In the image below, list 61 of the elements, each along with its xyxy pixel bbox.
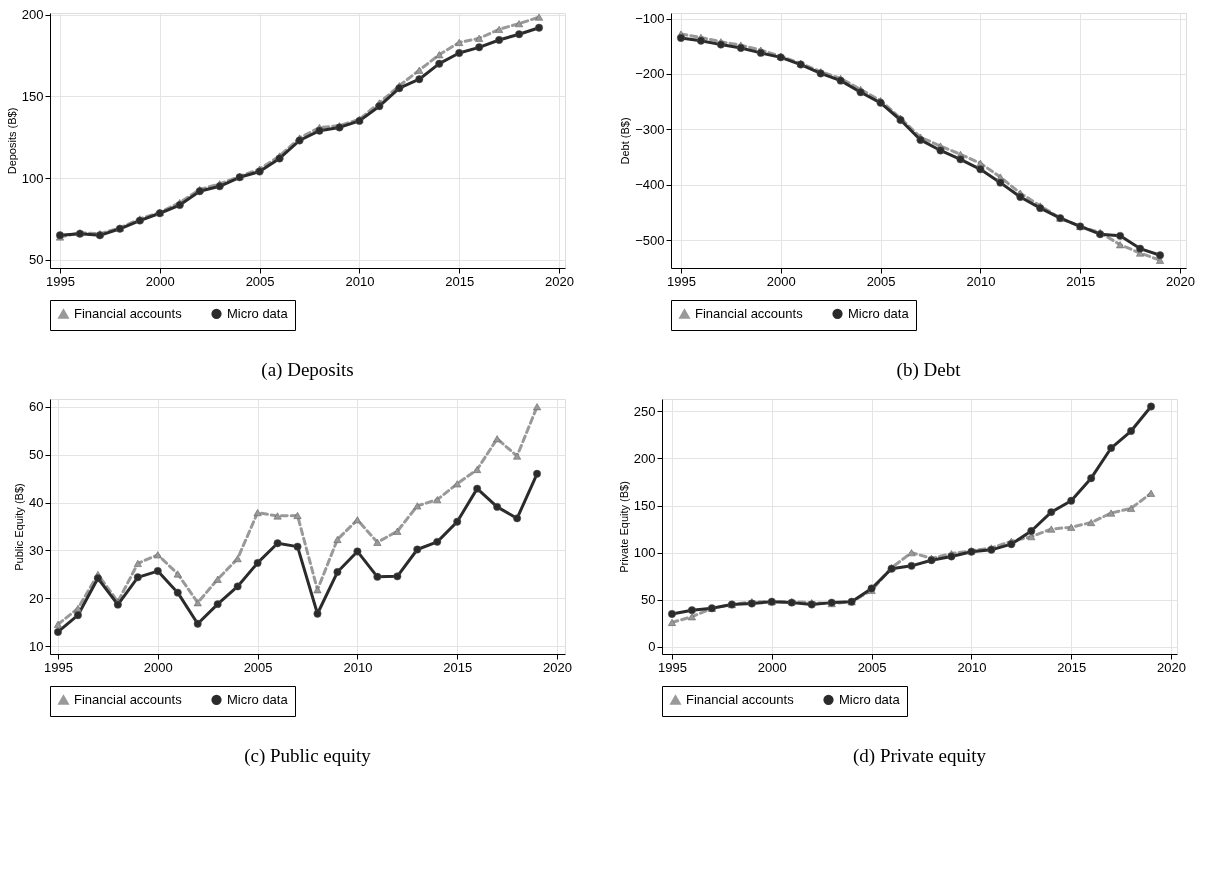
y-tick-label: 60 [29,399,44,415]
x-tick-label: 2020 [1166,273,1195,289]
legend-label: Financial accounts [74,692,183,708]
x-tick-label: 2005 [245,273,275,289]
y-tick-label: 40 [29,495,44,511]
x-tick-label: 2010 [957,659,987,675]
x-tick-label: 2005 [857,659,887,675]
x-tick-label: 2000 [143,659,173,675]
x-tick-label: 2005 [243,659,273,675]
legend-label: Micro data [839,691,901,707]
x-tick-label: 2015 [445,273,475,289]
x-tick-label: 2020 [545,273,574,289]
y-tick-label: 100 [633,545,656,561]
y-tick-label: 50 [641,592,656,608]
x-tick-label: 1995 [658,659,687,675]
y-axis-title: Deposits (B$) [5,107,18,175]
y-tick-label: 150 [21,88,44,104]
y-tick-label: 0 [648,639,656,655]
y-tick-label: 50 [29,447,44,463]
x-tick-label: 1995 [667,273,696,289]
y-tick-label: 250 [633,403,656,419]
y-tick-label: 200 [633,450,656,466]
x-tick-label: 2015 [1066,273,1096,289]
text: (b) Debt [896,358,962,381]
y-tick-label: 10 [29,638,44,654]
y-axis-title: Public Equity (B$) [13,483,26,571]
legend-label: Financial accounts [686,692,795,708]
y-tick-label: 30 [29,542,44,558]
text: (c) Public equity [244,744,372,767]
y-axis-title: Debt (B$) [619,117,632,165]
y-tick-label: 20 [29,590,44,606]
x-tick-label: 1995 [46,273,75,289]
legend-label: Financial accounts [695,306,804,322]
y-tick-label: 200 [21,7,44,23]
y-tick-label: 50 [29,252,44,268]
y-tick-label: −100 [635,11,665,27]
legend-label: Financial accounts [74,306,183,322]
x-tick-label: 2010 [345,273,375,289]
y-axis-title: Private Equity (B$) [617,481,630,573]
text: (a) Deposits [261,358,354,381]
x-tick-label: 2020 [1157,659,1186,675]
x-tick-label: 2010 [343,659,373,675]
x-tick-label: 2015 [443,659,473,675]
x-tick-label: 2010 [966,273,996,289]
y-tick-label: 100 [21,170,44,186]
x-tick-label: 2005 [866,273,896,289]
x-tick-label: 2000 [145,273,175,289]
y-tick-label: −200 [635,66,665,82]
text: (d) Private equity [853,744,987,767]
legend-label: Micro data [227,305,289,321]
legend-label: Micro data [227,691,289,707]
y-tick-label: −300 [635,121,665,137]
y-tick-label: −400 [635,177,665,193]
x-tick-label: 2015 [1057,659,1087,675]
x-tick-label: 2000 [766,273,796,289]
x-tick-label: 2000 [757,659,787,675]
legend-label: Micro data [848,305,910,321]
y-tick-label: 150 [633,498,656,514]
x-tick-label: 2020 [543,659,572,675]
x-tick-label: 1995 [44,659,73,675]
y-tick-label: −500 [635,232,665,248]
